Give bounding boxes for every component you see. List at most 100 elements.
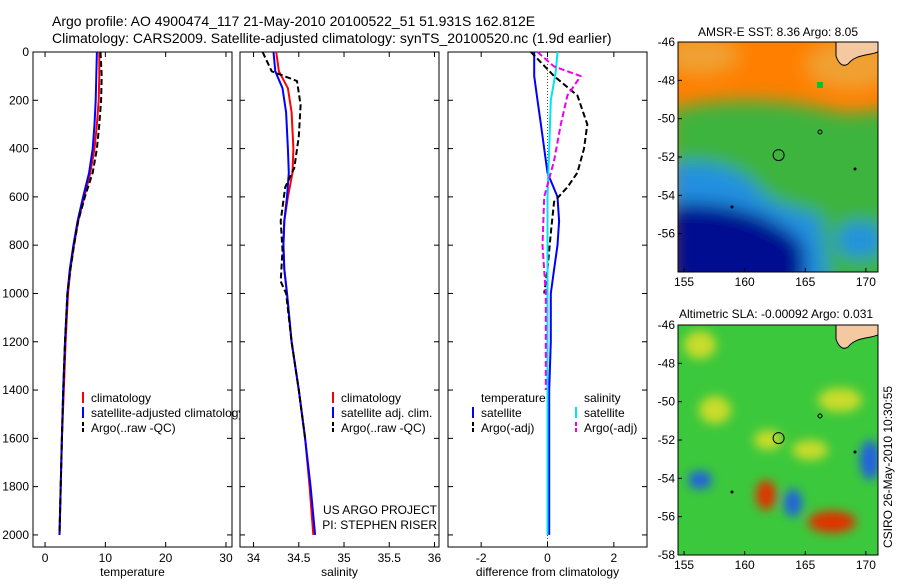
sla-islet — [853, 450, 857, 454]
difference-legend-group-header: salinity — [584, 391, 621, 405]
sst-map-ytick-label: -56 — [658, 227, 676, 241]
difference-legend-label: Argo(-adj) — [481, 421, 534, 435]
depth-tick-label: 600 — [9, 190, 29, 204]
figure-title-line1: Argo profile: AO 4900474_117 21-May-2010… — [52, 13, 535, 29]
depth-tick-label: 1000 — [2, 286, 29, 300]
sla-yellow-patch-3 — [754, 430, 782, 450]
temperature-legend-label: Argo(..raw -QC) — [91, 421, 176, 435]
project-annotation: PI: STEPHEN RISER — [322, 518, 437, 532]
sst-island — [817, 129, 823, 135]
sst-map-xtick-label: 160 — [735, 275, 755, 289]
difference-legend-label: satellite — [481, 406, 522, 420]
temperature-xtick-label: 0 — [42, 551, 49, 565]
sst-map-xtick-label: 170 — [856, 275, 876, 289]
sla-map-ytick-label: -56 — [658, 510, 676, 524]
sst-island-patch — [817, 82, 823, 88]
salinity-axes-frame — [239, 51, 440, 548]
difference-legend-group-header: temperature — [481, 391, 546, 405]
sla-map-xtick-label: 165 — [795, 558, 815, 572]
depth-tick-label: 1200 — [2, 335, 29, 349]
salinity-xlabel: salinity — [321, 565, 358, 579]
sla-map-ytick-label: -58 — [658, 548, 676, 562]
salinity-xtick-label: 34.5 — [287, 551, 311, 565]
sst-map-ytick-label: -50 — [658, 112, 676, 126]
sst-map-ytick-label: -46 — [658, 35, 676, 49]
salinity-legend-label: satellite adj. clim. — [341, 406, 432, 420]
temperature-axes-frame — [32, 51, 233, 548]
temperature-panel: 0 10 20 30 temperature 0 200 400 600 800 1000 1200 1… — [2, 45, 244, 579]
sla-argo-location-marker — [772, 432, 785, 445]
sst-map-ytick-label: -48 — [658, 73, 676, 87]
depth-tick-label: 1800 — [2, 480, 29, 494]
depth-tick-label: 0 — [22, 45, 29, 59]
sla-island — [817, 413, 823, 419]
sla-map-ytick-label: -50 — [658, 395, 676, 409]
salinity-xtick-label: 34 — [247, 551, 261, 565]
temperature-xtick-label: 20 — [159, 551, 173, 565]
temperature-series-argo — [58, 51, 103, 535]
sla-red-eddy — [756, 480, 776, 510]
sla-yellow-patch-1 — [684, 331, 716, 359]
sst-map-ytick-label: -52 — [658, 150, 676, 164]
sla-land — [835, 325, 878, 349]
depth-tick-label: 200 — [9, 93, 29, 107]
depth-tick-label: 400 — [9, 142, 29, 156]
sla-blue-patch — [688, 471, 712, 489]
temperature-legend-label: climatology — [91, 391, 151, 405]
sla-islet-west — [730, 490, 734, 494]
difference-legend-label: satellite — [584, 406, 625, 420]
sla-map-title: Altimetric SLA: -0.00092 Argo: 0.031 — [679, 307, 873, 321]
salinity-xtick-label: 35.5 — [378, 551, 402, 565]
depth-tick-label: 2000 — [2, 528, 29, 542]
project-annotation: US ARGO PROJECT — [323, 503, 438, 517]
difference-series-s_sat — [546, 51, 559, 535]
salinity-series-argo — [261, 51, 307, 439]
sla-yellow-patch-4 — [818, 388, 862, 412]
sla-blue-patch-east — [860, 440, 878, 480]
sla-map-xtick-label: 160 — [735, 558, 755, 572]
sla-map-xtick-label: 170 — [856, 558, 876, 572]
side-timestamp: CSIRO 26-May-2010 10:30:55 — [881, 386, 895, 548]
difference-series-t_sat — [533, 52, 561, 535]
sst-cyan-patch — [835, 222, 878, 258]
sst-islet — [853, 167, 857, 171]
sla-yellow-patch-5 — [792, 440, 828, 460]
sst-map-panel: AMSR-E SST: 8.36 Argo: 8.05 155 160 165 170… — [658, 25, 879, 289]
salinity-legend-label: climatology — [341, 391, 401, 405]
temperature-xtick-label: 10 — [99, 551, 113, 565]
salinity-series-satellite — [272, 51, 317, 535]
temperature-xtick-label: 30 — [219, 551, 233, 565]
sla-map-xtick-label: 155 — [674, 558, 694, 572]
sla-blue-eddy — [784, 489, 802, 517]
sla-red-eddy-east — [808, 511, 856, 533]
sla-map-ytick-label: -52 — [658, 433, 676, 447]
difference-xlabel: difference from climatology — [476, 565, 619, 579]
sla-map-field — [678, 325, 878, 555]
sst-map-xtick-label: 165 — [795, 275, 815, 289]
sla-map-ytick-label: -54 — [658, 471, 676, 485]
sst-map-field — [678, 42, 878, 272]
temperature-xlabel: temperature — [100, 565, 165, 579]
sst-islet-west — [730, 205, 734, 209]
difference-legend-label: Argo(-adj) — [584, 421, 637, 435]
salinity-panel: 34 34.5 35 35.5 36 salinity climatologysatelli… — [239, 51, 441, 579]
sla-yellow-patch-2 — [699, 396, 731, 424]
sst-map-xtick-label: 155 — [674, 275, 694, 289]
salinity-xtick-label: 35 — [337, 551, 351, 565]
sst-land — [835, 42, 878, 66]
temperature-legend-label: satellite-adjusted climatology — [91, 406, 244, 420]
sst-deep-blue-band — [678, 203, 805, 272]
sla-map-ytick-label: -48 — [658, 356, 676, 370]
salinity-legend-label: Argo(..raw -QC) — [341, 421, 426, 435]
sst-map-title: AMSR-E SST: 8.36 Argo: 8.05 — [698, 25, 858, 39]
difference-series-s_argo — [536, 51, 582, 390]
difference-xtick-label: 0 — [544, 551, 551, 565]
sst-map-ytick-label: -54 — [658, 188, 676, 202]
sla-map-panel: Altimetric SLA: -0.00092 Argo: 0.031 — [658, 307, 879, 572]
figure-title-line2: Climatology: CARS2009. Satellite-adjuste… — [52, 30, 612, 46]
depth-tick-label: 800 — [9, 238, 29, 252]
depth-tick-label: 1600 — [2, 431, 29, 445]
